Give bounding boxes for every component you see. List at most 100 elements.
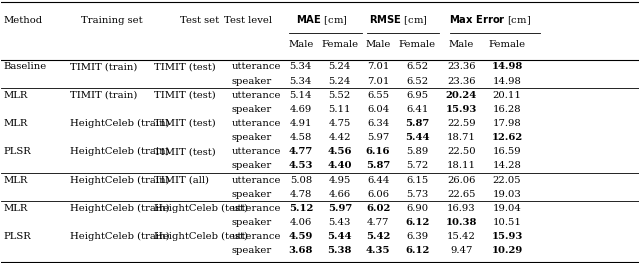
- Text: 12.62: 12.62: [492, 133, 523, 142]
- Text: 5.44: 5.44: [328, 232, 352, 241]
- Text: 5.87: 5.87: [405, 119, 429, 128]
- Text: TIMIT (all): TIMIT (all): [154, 176, 209, 185]
- Text: 5.42: 5.42: [366, 232, 390, 241]
- Text: Test level: Test level: [224, 16, 272, 25]
- Text: TIMIT (train): TIMIT (train): [70, 91, 137, 100]
- Text: Training set: Training set: [81, 16, 143, 25]
- Text: 4.58: 4.58: [290, 133, 312, 142]
- Text: 6.34: 6.34: [367, 119, 389, 128]
- Text: 5.73: 5.73: [406, 190, 428, 199]
- Text: 6.55: 6.55: [367, 91, 389, 100]
- Text: utterance: utterance: [232, 204, 282, 213]
- Text: 10.51: 10.51: [493, 218, 522, 227]
- Text: speaker: speaker: [232, 218, 272, 227]
- Text: 15.93: 15.93: [492, 232, 523, 241]
- Text: 4.75: 4.75: [328, 119, 351, 128]
- Text: 16.59: 16.59: [493, 147, 522, 156]
- Text: 4.77: 4.77: [289, 147, 313, 156]
- Text: 6.12: 6.12: [405, 247, 429, 256]
- Text: 20.11: 20.11: [493, 91, 522, 100]
- Text: Male: Male: [365, 40, 391, 49]
- Text: 4.35: 4.35: [366, 247, 390, 256]
- Text: 10.29: 10.29: [492, 247, 523, 256]
- Text: 4.95: 4.95: [328, 176, 351, 185]
- Text: 4.06: 4.06: [290, 218, 312, 227]
- Text: 6.95: 6.95: [406, 91, 428, 100]
- Text: 4.77: 4.77: [367, 218, 389, 227]
- Text: 4.53: 4.53: [289, 162, 313, 171]
- Text: 7.01: 7.01: [367, 77, 389, 86]
- Text: 22.59: 22.59: [447, 119, 476, 128]
- Text: 6.06: 6.06: [367, 190, 389, 199]
- Text: HeightCeleb (train): HeightCeleb (train): [70, 119, 170, 128]
- Text: HeightCeleb (test): HeightCeleb (test): [154, 232, 248, 241]
- Text: $\bf{MAE}$ [cm]: $\bf{MAE}$ [cm]: [296, 14, 348, 27]
- Text: HeightCeleb (train): HeightCeleb (train): [70, 232, 170, 241]
- Text: 19.03: 19.03: [493, 190, 522, 199]
- Text: 6.41: 6.41: [406, 105, 428, 114]
- Text: utterance: utterance: [232, 119, 282, 128]
- Text: HeightCeleb (train): HeightCeleb (train): [70, 176, 170, 185]
- Text: 15.42: 15.42: [447, 232, 476, 241]
- Text: 5.87: 5.87: [366, 162, 390, 171]
- Text: utterance: utterance: [232, 62, 282, 71]
- Text: 5.44: 5.44: [405, 133, 429, 142]
- Text: 5.52: 5.52: [329, 91, 351, 100]
- Text: utterance: utterance: [232, 176, 282, 185]
- Text: 5.24: 5.24: [328, 77, 351, 86]
- Text: 6.52: 6.52: [406, 77, 428, 86]
- Text: 22.50: 22.50: [447, 147, 476, 156]
- Text: MLR: MLR: [4, 91, 28, 100]
- Text: Method: Method: [4, 16, 43, 25]
- Text: Male: Male: [449, 40, 474, 49]
- Text: 5.24: 5.24: [328, 62, 351, 71]
- Text: 16.28: 16.28: [493, 105, 522, 114]
- Text: speaker: speaker: [232, 190, 272, 199]
- Text: 18.71: 18.71: [447, 133, 476, 142]
- Text: 14.98: 14.98: [492, 62, 523, 71]
- Text: 10.38: 10.38: [445, 218, 477, 227]
- Text: Female: Female: [488, 40, 525, 49]
- Text: 4.66: 4.66: [329, 190, 351, 199]
- Text: MLR: MLR: [4, 119, 28, 128]
- Text: 14.98: 14.98: [493, 77, 522, 86]
- Text: Female: Female: [399, 40, 436, 49]
- Text: 6.04: 6.04: [367, 105, 389, 114]
- Text: 4.69: 4.69: [290, 105, 312, 114]
- Text: 7.01: 7.01: [367, 62, 389, 71]
- Text: 4.40: 4.40: [328, 162, 352, 171]
- Text: 4.91: 4.91: [289, 119, 312, 128]
- Text: $\bf{RMSE}$ [cm]: $\bf{RMSE}$ [cm]: [369, 14, 428, 27]
- Text: speaker: speaker: [232, 162, 272, 171]
- Text: 6.12: 6.12: [405, 218, 429, 227]
- Text: 5.43: 5.43: [328, 218, 351, 227]
- Text: 6.16: 6.16: [366, 147, 390, 156]
- Text: 4.78: 4.78: [290, 190, 312, 199]
- Text: MLR: MLR: [4, 204, 28, 213]
- Text: 5.97: 5.97: [328, 204, 352, 213]
- Text: 6.90: 6.90: [406, 204, 428, 213]
- Text: utterance: utterance: [232, 147, 282, 156]
- Text: Male: Male: [288, 40, 314, 49]
- Text: 5.11: 5.11: [328, 105, 351, 114]
- Text: speaker: speaker: [232, 133, 272, 142]
- Text: PLSR: PLSR: [4, 232, 31, 241]
- Text: TIMIT (test): TIMIT (test): [154, 119, 216, 128]
- Text: $\bf{Max\ Error}$ [cm]: $\bf{Max\ Error}$ [cm]: [449, 14, 531, 27]
- Text: HeightCeleb (train): HeightCeleb (train): [70, 204, 170, 213]
- Text: 23.36: 23.36: [447, 62, 476, 71]
- Text: 18.11: 18.11: [447, 162, 476, 171]
- Text: 22.05: 22.05: [493, 176, 522, 185]
- Text: 15.93: 15.93: [445, 105, 477, 114]
- Text: 6.15: 6.15: [406, 176, 428, 185]
- Text: MLR: MLR: [4, 176, 28, 185]
- Text: utterance: utterance: [232, 91, 282, 100]
- Text: 17.98: 17.98: [493, 119, 522, 128]
- Text: 4.56: 4.56: [328, 147, 352, 156]
- Text: 4.42: 4.42: [328, 133, 351, 142]
- Text: speaker: speaker: [232, 105, 272, 114]
- Text: speaker: speaker: [232, 77, 272, 86]
- Text: HeightCeleb (test): HeightCeleb (test): [154, 204, 248, 213]
- Text: TIMIT (test): TIMIT (test): [154, 62, 216, 71]
- Text: 19.04: 19.04: [493, 204, 522, 213]
